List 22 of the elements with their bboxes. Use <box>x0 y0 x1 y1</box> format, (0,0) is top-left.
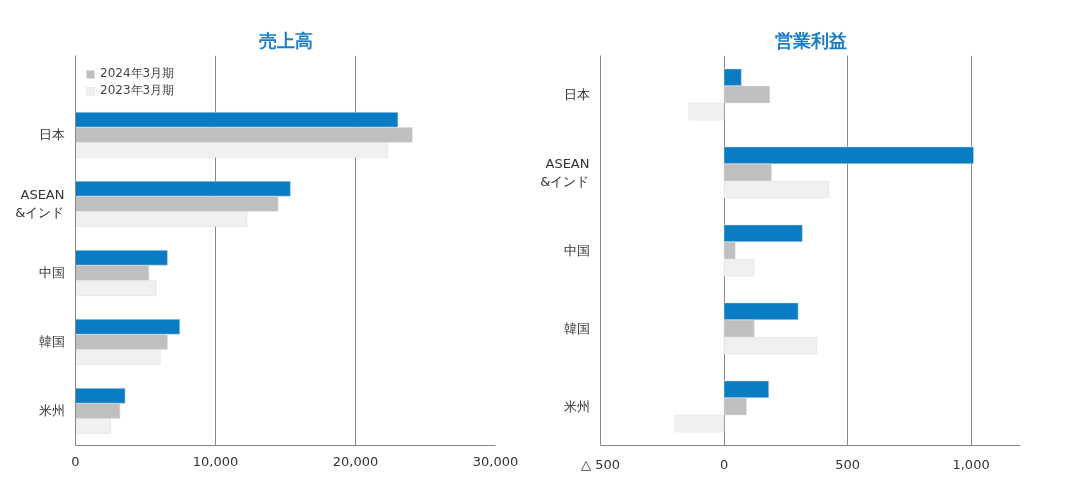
legend-label: 2023年3月期 <box>100 82 175 99</box>
x-tick-label: 20,000 <box>332 453 379 469</box>
x-tick-label: 0 <box>719 456 729 472</box>
x-tick-label: 30,000 <box>472 453 519 469</box>
y-tick-label: 中国 <box>563 243 590 258</box>
chart-title: 売上高 <box>258 29 313 51</box>
y-tick-label: 米州 <box>563 399 590 414</box>
x-tick-label: 1,000 <box>952 456 990 472</box>
x-tick-label: 10,000 <box>192 453 239 469</box>
y-tick-label: 米州 <box>38 403 65 419</box>
y-tick-label: 日本 <box>38 127 65 143</box>
y-tick-label: ASEAN &インド <box>15 187 65 221</box>
x-tick-label: 500 <box>835 456 860 472</box>
x-tick-label: 0 <box>71 453 80 469</box>
y-tick-label: ASEAN &インド <box>540 156 590 189</box>
y-tick-label: 韓国 <box>563 321 590 336</box>
y-tick-label: 日本 <box>563 87 590 102</box>
y-tick-label: 中国 <box>38 265 65 281</box>
legend-label: 2024年3月期 <box>100 65 175 82</box>
x-tick-label: △ 500 <box>581 456 620 472</box>
y-tick-label: 韓国 <box>38 334 65 350</box>
chart-title: 営業利益 <box>774 29 847 51</box>
